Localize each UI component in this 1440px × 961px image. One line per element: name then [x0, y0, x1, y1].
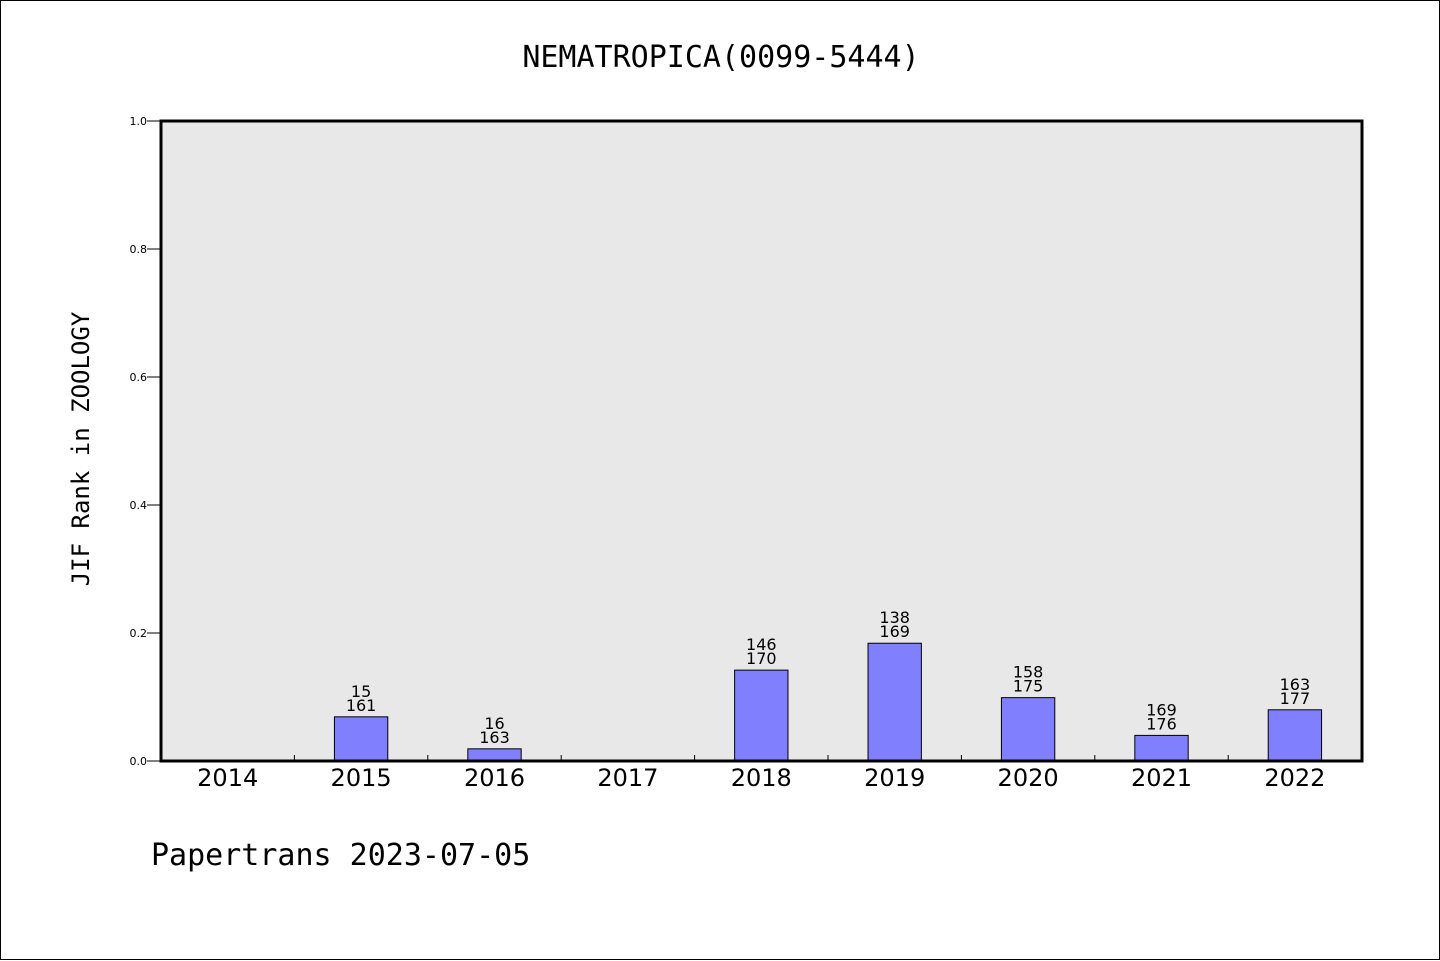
x-tick-label: 2021: [1131, 764, 1192, 792]
chart-title: NEMATROPICA(0099-5444): [522, 40, 919, 75]
bar-rank-label: 158: [1013, 663, 1044, 682]
y-tick-label: 1.0: [130, 115, 148, 128]
bar-2022: [1267, 709, 1323, 762]
y-tick-label: 0.8: [130, 243, 148, 256]
x-tick-label: 2016: [464, 764, 525, 792]
bar-total-label: 161: [346, 696, 377, 715]
y-tick-label: 0.6: [130, 371, 148, 384]
bar-series: [333, 642, 1323, 762]
bar-total-label: 177: [1280, 689, 1311, 708]
x-axis: 2014 2015 2016 2017 2018 2019 2020 2021 2022: [197, 755, 1325, 792]
y-tick-label: 0.2: [130, 627, 148, 640]
bar-rank-label: 163: [1280, 675, 1311, 694]
y-tick-label: 0.0: [130, 755, 148, 768]
bar-total-label: 175: [1013, 677, 1044, 696]
plot-area: [159, 119, 1364, 763]
x-tick-label: 2019: [864, 764, 925, 792]
plot-border: [159, 119, 1364, 763]
bar-total-label: 169: [879, 622, 910, 641]
y-axis: 0.0 0.2 0.4 0.6 0.8 1.0: [130, 115, 161, 768]
footer-credit: Papertrans 2023-07-05: [151, 838, 530, 873]
bar-rank-label: 138: [879, 608, 910, 627]
bar-total-label: 176: [1146, 714, 1177, 733]
bar-2015: [333, 716, 389, 762]
y-axis-label: JIF Rank in ZOOLOGY: [67, 311, 95, 586]
x-tick-label: 2014: [197, 764, 258, 792]
x-tick-label: 2018: [731, 764, 792, 792]
bar-2016: [467, 748, 522, 762]
bar-rank-label: 169: [1146, 700, 1177, 719]
bar-2021: [1134, 734, 1189, 762]
x-tick-label: 2017: [597, 764, 658, 792]
bar-rank-label: 146: [746, 635, 777, 654]
bar-rank-label: 15: [351, 682, 371, 701]
x-tick-label: 2015: [331, 764, 392, 792]
bar-total-label: 170: [746, 649, 777, 668]
x-tick-label: 2022: [1264, 764, 1325, 792]
bar-2019: [867, 642, 922, 762]
bar-2018: [734, 669, 789, 762]
bar-2020: [1000, 697, 1056, 762]
y-tick-label: 0.4: [130, 499, 148, 512]
bar-rank-label: 16: [484, 714, 504, 733]
x-tick-label: 2020: [998, 764, 1059, 792]
bar-total-label: 163: [479, 728, 510, 747]
